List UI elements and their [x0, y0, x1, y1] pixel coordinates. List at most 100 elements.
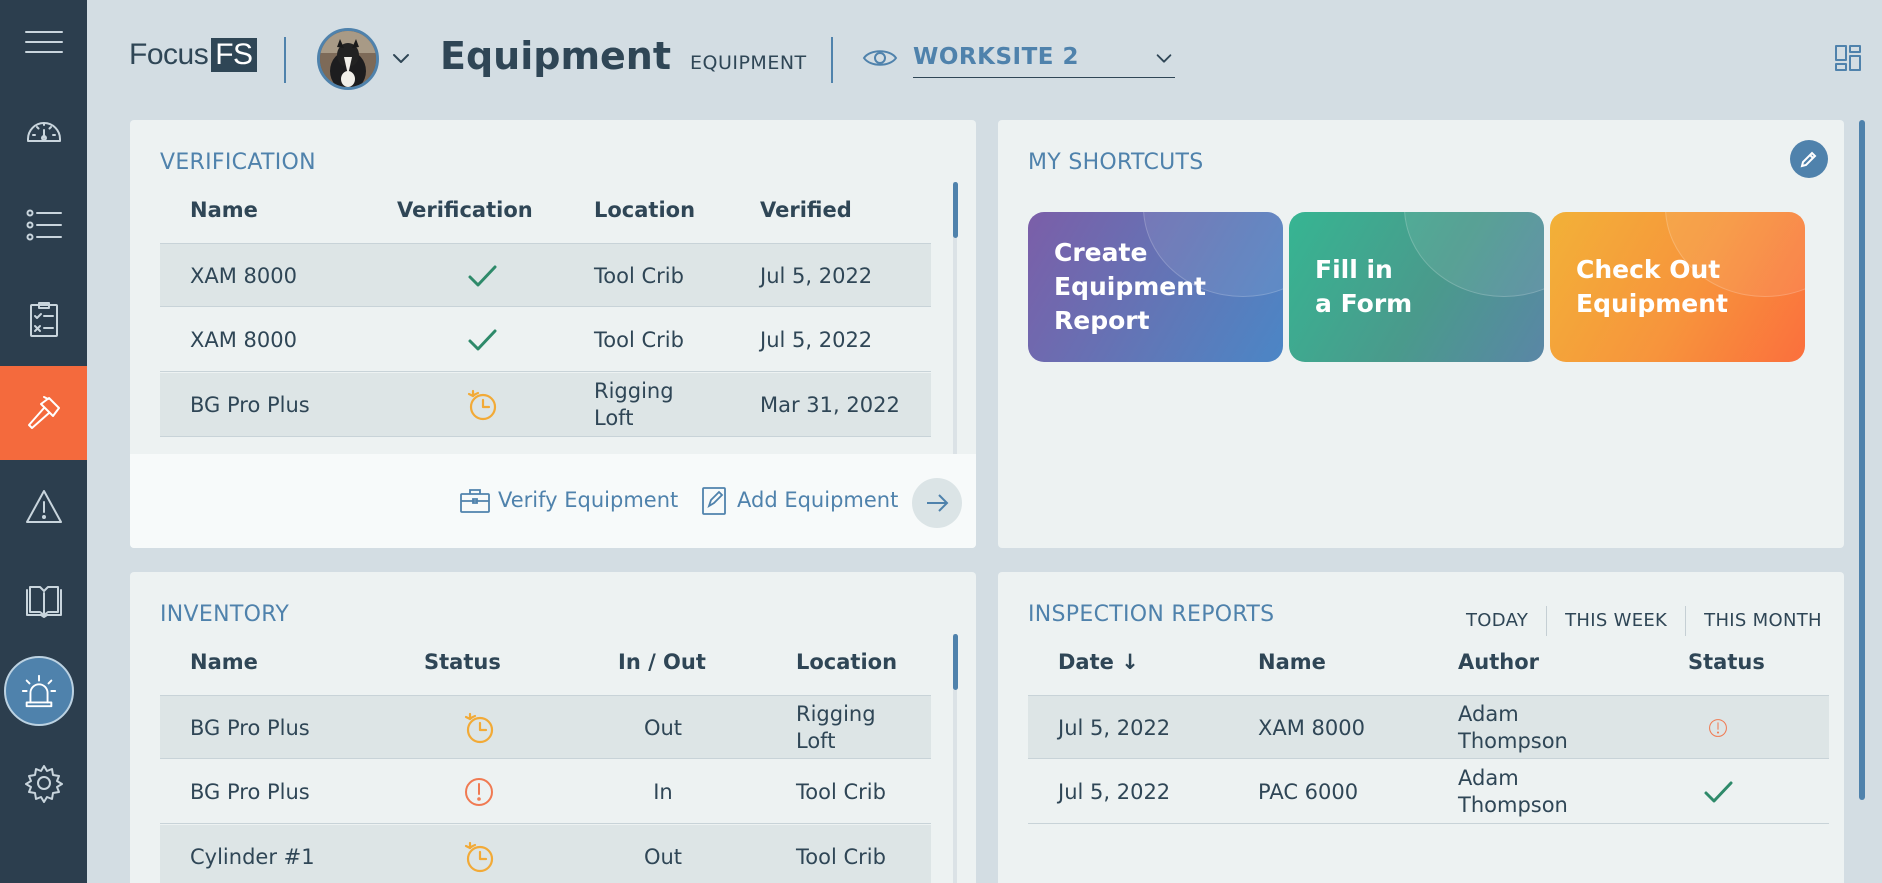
- add-equipment-label: Add Equipment: [737, 488, 899, 512]
- checklist-clipboard-icon: [29, 302, 58, 337]
- list-icon: [26, 209, 62, 241]
- nav-library[interactable]: [0, 554, 87, 648]
- worksite-value: WORKSITE 2: [913, 44, 1079, 70]
- column-header: Location: [594, 198, 696, 222]
- header-divider: [284, 37, 286, 83]
- check-icon: [427, 244, 537, 308]
- column-header: In / Out: [618, 650, 706, 674]
- cell-date: Jul 5, 2022: [1058, 715, 1171, 740]
- table-row[interactable]: BG Pro Plus Rigging Loft Mar 31, 2022: [160, 373, 931, 437]
- verify-equipment-label: Verify Equipment: [498, 488, 679, 512]
- column-header: Author: [1458, 650, 1539, 674]
- nav-checklist[interactable]: [0, 272, 87, 366]
- verify-equipment-button[interactable]: Verify Equipment: [459, 484, 678, 516]
- nav-list[interactable]: [0, 178, 87, 272]
- filter-this-week[interactable]: THIS WEEK: [1546, 606, 1685, 636]
- table-row[interactable]: Cylinder #1 Out Tool Crib: [160, 825, 931, 883]
- shortcut-label: Fill in a Form: [1315, 255, 1413, 318]
- avatar[interactable]: [317, 28, 379, 90]
- header: Focus FS Equipment EQUIPMENT WORKSITE 2: [87, 0, 1882, 118]
- warning-circle-icon: [424, 760, 534, 824]
- cell-name: BG Pro Plus: [190, 779, 310, 804]
- cell-name: Cylinder #1: [190, 844, 315, 869]
- card-title: INVENTORY: [160, 602, 290, 627]
- column-header: Verification: [397, 198, 533, 222]
- column-header-sortable[interactable]: Date ↓: [1058, 650, 1139, 674]
- worksite-select[interactable]: WORKSITE 2: [913, 36, 1175, 78]
- cell-date: Jul 5, 2022: [1058, 779, 1171, 804]
- clock-icon: [424, 696, 534, 760]
- add-equipment-button[interactable]: Add Equipment: [698, 484, 898, 516]
- scrollbar-thumb[interactable]: [953, 634, 958, 690]
- column-header: Verified: [760, 198, 852, 222]
- table-row[interactable]: XAM 8000 Tool Crib Jul 5, 2022: [160, 308, 931, 372]
- warning-triangle-icon: [25, 490, 62, 523]
- cell-inout: In: [653, 779, 673, 804]
- cell-location: Tool Crib: [594, 263, 684, 288]
- dashboard-gauge-icon: [26, 122, 61, 142]
- cell-name: XAM 8000: [190, 263, 297, 288]
- column-header: Name: [190, 198, 258, 222]
- cell-location: Rigging Loft: [594, 379, 674, 430]
- filter-this-month[interactable]: THIS MONTH: [1685, 606, 1840, 636]
- clock-icon: [427, 373, 537, 437]
- cell-name: PAC 6000: [1258, 779, 1359, 804]
- card-title: MY SHORTCUTS: [1028, 150, 1204, 175]
- scrollbar-thumb[interactable]: [953, 182, 958, 238]
- cell-author: Adam Thompson: [1458, 702, 1568, 753]
- shortcut-label: Create Equipment Report: [1054, 238, 1206, 335]
- cell-location: Rigging Loft: [796, 702, 876, 753]
- cell-inout: Out: [643, 715, 683, 740]
- cell-verified: Mar 31, 2022: [760, 392, 900, 417]
- nav-incidents[interactable]: [0, 460, 87, 554]
- chevron-down-icon[interactable]: [389, 46, 413, 70]
- column-header: Name: [1258, 650, 1326, 674]
- shortcut-check-out-equipment[interactable]: Check Out Equipment: [1550, 212, 1805, 362]
- shortcut-label: Check Out Equipment: [1576, 255, 1728, 318]
- edit-shortcuts-button[interactable]: [1790, 140, 1828, 178]
- page-scrollbar[interactable]: [1859, 120, 1865, 800]
- check-icon: [427, 308, 537, 372]
- nav-equipment[interactable]: [0, 366, 87, 460]
- column-header: Status: [1688, 650, 1765, 674]
- shortcut-create-equipment-report[interactable]: Create Equipment Report: [1028, 212, 1283, 362]
- table-row[interactable]: BG Pro Plus Out Rigging Loft: [160, 695, 931, 759]
- eye-icon: [862, 43, 898, 73]
- cell-author: Adam Thompson: [1458, 766, 1568, 817]
- gear-icon: [24, 765, 63, 803]
- scrollbar-track[interactable]: [953, 182, 957, 454]
- breadcrumb[interactable]: EQUIPMENT: [690, 52, 807, 74]
- shortcut-fill-in-form[interactable]: Fill in a Form: [1289, 212, 1544, 362]
- scrollbar-track[interactable]: [953, 634, 957, 883]
- check-icon: [1678, 760, 1758, 824]
- alert-button[interactable]: [4, 656, 74, 726]
- cell-name: BG Pro Plus: [190, 392, 310, 417]
- table-row[interactable]: Jul 5, 2022 XAM 8000 Adam Thompson: [1028, 695, 1829, 759]
- logo-text: Focus: [129, 38, 209, 71]
- nav-dashboard[interactable]: [0, 84, 87, 178]
- cell-location: Tool Crib: [594, 327, 684, 352]
- cell-name: BG Pro Plus: [190, 715, 310, 740]
- hamburger-menu-icon[interactable]: [0, 0, 87, 84]
- card-title: INSPECTION REPORTS: [1028, 602, 1275, 627]
- cell-location: Tool Crib: [796, 779, 886, 804]
- inspection-reports-card: INSPECTION REPORTS TODAY THIS WEEK THIS …: [998, 572, 1844, 883]
- pencil-icon: [1800, 151, 1817, 168]
- filter-today[interactable]: TODAY: [1466, 610, 1529, 631]
- view-all-button[interactable]: [912, 478, 962, 528]
- nav-settings[interactable]: [0, 736, 87, 830]
- clock-icon: [424, 825, 534, 883]
- table-row[interactable]: Jul 5, 2022 PAC 6000 Adam Thompson: [1028, 760, 1829, 824]
- table-row[interactable]: BG Pro Plus In Tool Crib: [160, 760, 931, 824]
- sidebar: [0, 0, 87, 883]
- cell-location: Tool Crib: [796, 844, 886, 869]
- cell-name: XAM 8000: [190, 327, 297, 352]
- table-row[interactable]: XAM 8000 Tool Crib Jul 5, 2022: [160, 243, 931, 307]
- toolbox-icon: [460, 489, 490, 513]
- layout-grid-icon[interactable]: [1834, 44, 1862, 72]
- column-header: Name: [190, 650, 258, 674]
- cell-inout: Out: [643, 844, 683, 869]
- hammer-icon: [27, 396, 60, 429]
- chevron-down-icon: [1153, 47, 1175, 69]
- header-divider-2: [831, 37, 833, 83]
